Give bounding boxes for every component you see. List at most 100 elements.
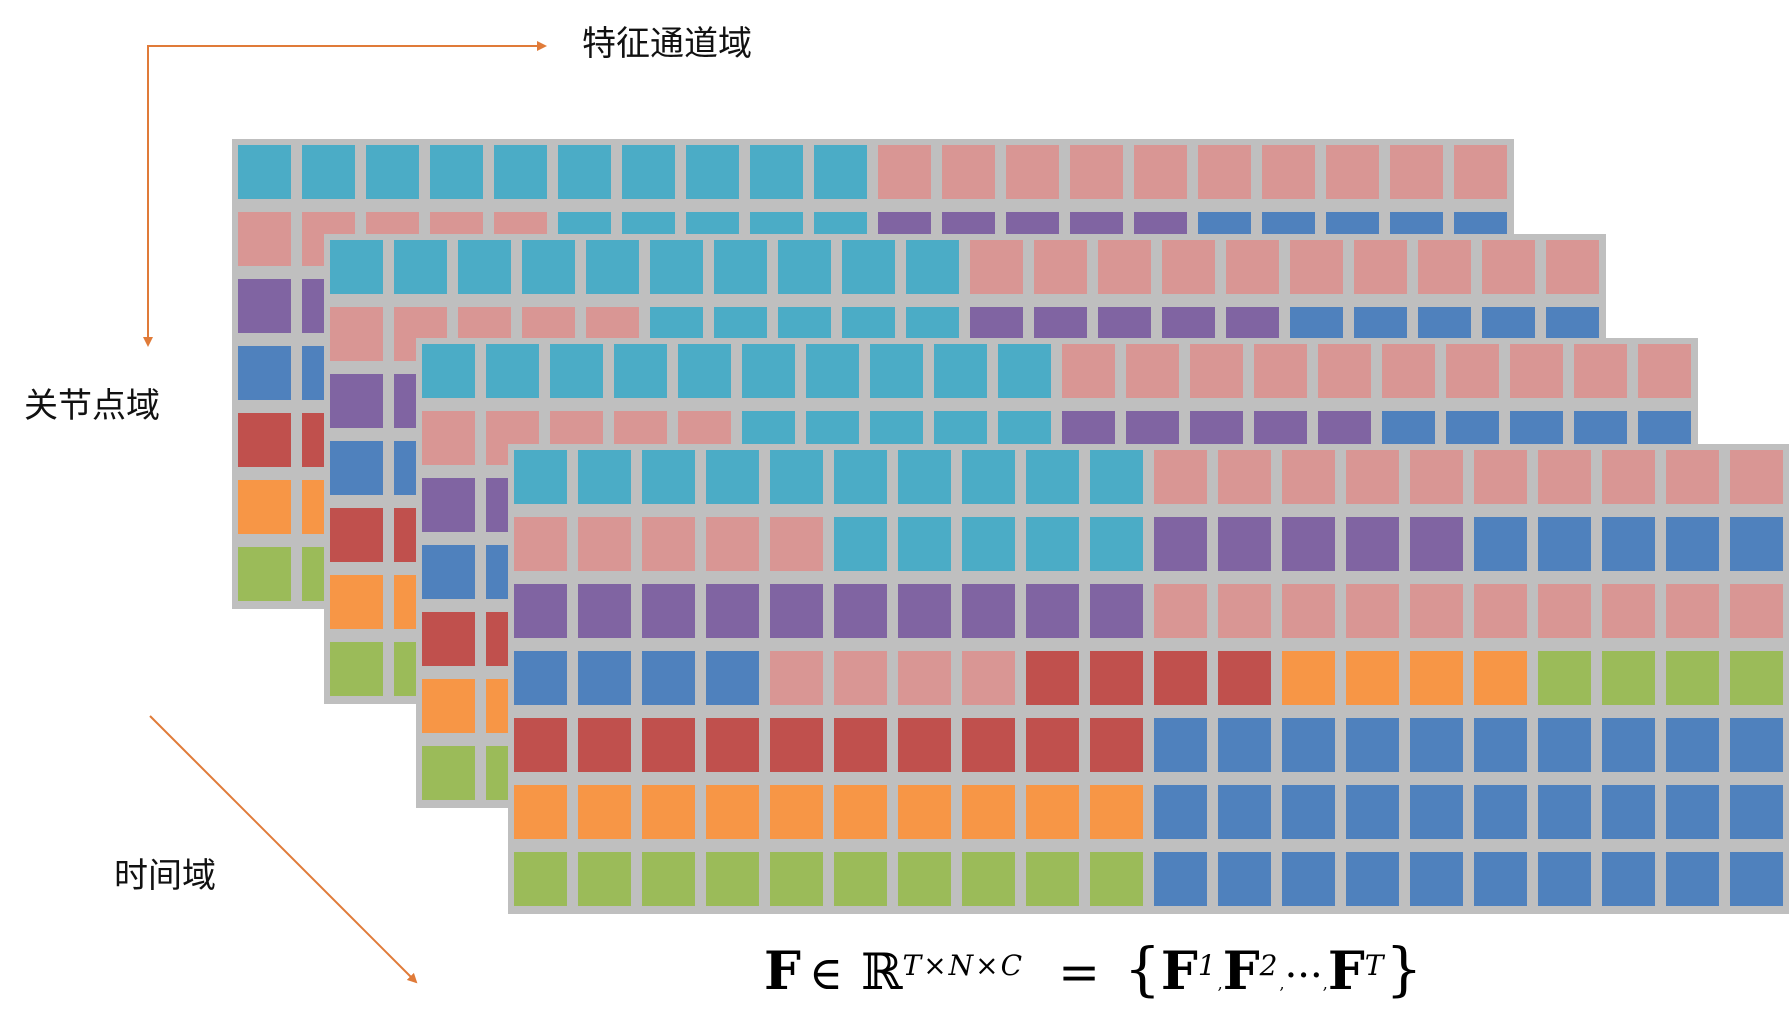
time-axis-arrow (149, 715, 418, 984)
feature-cell (1326, 145, 1379, 199)
feature-cell (558, 145, 611, 199)
feature-cell (578, 852, 631, 906)
formula-F: F (764, 941, 801, 1002)
feature-cell (770, 584, 823, 638)
feature-cell (642, 785, 695, 839)
feature-cell (1346, 718, 1399, 772)
feature-cell (1602, 450, 1655, 504)
feature-cell (1218, 718, 1271, 772)
feature-cell (642, 718, 695, 772)
feature-cell (1226, 240, 1279, 294)
feature-cell (1026, 718, 1079, 772)
feature-cell (1538, 517, 1591, 571)
formula-F2: F (1222, 941, 1260, 1002)
feature-cell (578, 517, 631, 571)
feature-cell (1474, 584, 1527, 638)
feature-cell (1574, 344, 1627, 398)
feature-cell (1062, 344, 1115, 398)
feature-cell (906, 240, 959, 294)
feature-cell (238, 547, 291, 601)
feature-cell (302, 145, 355, 199)
feature-cell (706, 651, 759, 705)
feature-cell (1410, 584, 1463, 638)
feature-cell (550, 344, 603, 398)
feature-cell (514, 651, 567, 705)
feature-cell (1546, 240, 1599, 294)
formula-F1: F (1160, 941, 1198, 1002)
feature-cell (1090, 584, 1143, 638)
feature-cell (330, 374, 383, 428)
feature-cell (898, 651, 951, 705)
feature-cell (1254, 344, 1307, 398)
feature-cell (1410, 651, 1463, 705)
feature-cell (1126, 344, 1179, 398)
feature-cell (1730, 517, 1783, 571)
feature-cell (706, 517, 759, 571)
feature-cell (1602, 852, 1655, 906)
feature-cell (770, 785, 823, 839)
feature-cell (842, 240, 895, 294)
feature-cell (422, 478, 475, 532)
feature-cell (1602, 718, 1655, 772)
feature-cell (1354, 240, 1407, 294)
feature-cell (934, 344, 987, 398)
feature-cell (514, 450, 567, 504)
feature-cell (422, 679, 475, 733)
feature-cell (422, 344, 475, 398)
feature-cell (642, 517, 695, 571)
feature-cell (1390, 145, 1443, 199)
feature-cell (1090, 517, 1143, 571)
channel-domain-label: 特征通道域 (582, 24, 752, 64)
feature-cell (1346, 584, 1399, 638)
feature-cell (678, 344, 731, 398)
feature-cell (1346, 517, 1399, 571)
feature-cell (1026, 785, 1079, 839)
feature-cell (578, 584, 631, 638)
feature-cell (1418, 240, 1471, 294)
feature-cell (1538, 450, 1591, 504)
feature-cell (238, 346, 291, 400)
feature-cell (1538, 852, 1591, 906)
feature-cell (1446, 344, 1499, 398)
feature-cell (770, 718, 823, 772)
feature-cell (422, 411, 475, 465)
feature-cell (962, 651, 1015, 705)
feature-cell (494, 145, 547, 199)
feature-cell (706, 852, 759, 906)
feature-cell (806, 344, 859, 398)
feature-cell (898, 852, 951, 906)
feature-cell (834, 450, 887, 504)
feature-cell (1134, 145, 1187, 199)
feature-cell (1282, 517, 1335, 571)
feature-cell (706, 718, 759, 772)
feature-cell (1666, 852, 1719, 906)
feature-cell (898, 450, 951, 504)
formula: F ∈ ℝT×N×C = {F1,F2,···,FT} (764, 935, 1422, 1015)
feature-cell (898, 785, 951, 839)
feature-cell (1666, 450, 1719, 504)
feature-cell (1730, 584, 1783, 638)
feature-cell (1602, 651, 1655, 705)
feature-cell (1638, 344, 1691, 398)
feature-cell (650, 240, 703, 294)
feature-cell (1538, 718, 1591, 772)
feature-cell (1282, 584, 1335, 638)
feature-cell (366, 145, 419, 199)
formula-comma: , (1279, 974, 1285, 993)
feature-cell (1026, 852, 1079, 906)
feature-cell (970, 240, 1023, 294)
feature-cell (1346, 651, 1399, 705)
feature-cell (1474, 651, 1527, 705)
feature-cell (750, 145, 803, 199)
feature-cell (622, 145, 675, 199)
feature-cell (1034, 240, 1087, 294)
feature-cell (422, 545, 475, 599)
feature-cell (238, 279, 291, 333)
feature-cell (1154, 450, 1207, 504)
feature-cell (1346, 852, 1399, 906)
feature-cell (1538, 785, 1591, 839)
feature-cell (706, 785, 759, 839)
feature-cell (962, 852, 1015, 906)
feature-cell (834, 785, 887, 839)
feature-cell (1154, 718, 1207, 772)
